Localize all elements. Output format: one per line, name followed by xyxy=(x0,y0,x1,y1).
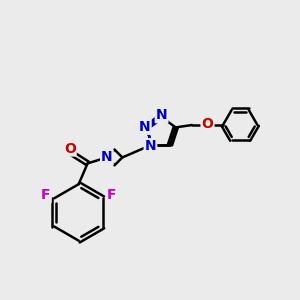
Text: O: O xyxy=(64,142,76,155)
Text: N: N xyxy=(156,108,167,122)
Text: F: F xyxy=(107,188,116,202)
Text: F: F xyxy=(41,188,51,202)
Text: N: N xyxy=(139,120,151,134)
Text: N: N xyxy=(145,139,156,153)
Text: O: O xyxy=(202,117,213,131)
Text: N: N xyxy=(101,150,113,164)
